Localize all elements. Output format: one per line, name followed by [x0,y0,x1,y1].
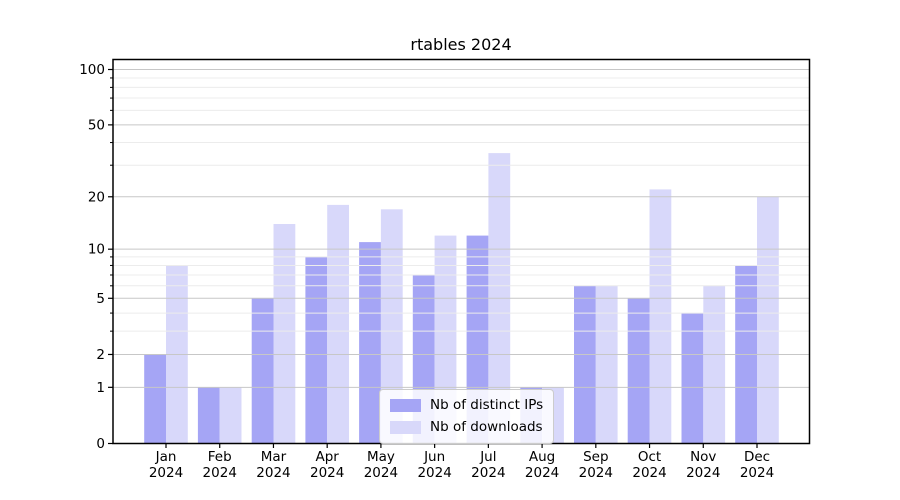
x-axis-tick-label-month: Jul [479,449,496,465]
legend: Nb of distinct IPs Nb of downloads [379,389,555,444]
bar-downloads-sep [595,285,618,444]
y-axis-tick-label: 1 [96,380,105,396]
x-axis-tick-label-year: 2024 [364,465,398,481]
y-axis-tick-label: 5 [96,291,105,307]
legend-item-downloads: Nb of downloads [390,419,543,435]
bar-downloads-oct [649,189,672,444]
bar-distinct-ips-nov [681,313,704,444]
y-axis-tick-label: 0 [96,436,105,452]
y-axis-tick-label: 20 [88,189,105,205]
bar-distinct-ips-sep [574,285,596,444]
x-axis-tick-label-year: 2024 [471,465,505,481]
x-axis-tick-label-month: Feb [208,449,232,465]
x-axis-tick-label-year: 2024 [203,465,237,481]
x-axis-tick-label-year: 2024 [149,465,183,481]
bar-downloads-may [380,209,403,444]
bar-downloads-dec [757,196,779,444]
y-axis-tick-label: 2 [96,347,105,363]
bar-distinct-ips-feb [197,387,220,444]
bar-distinct-ips-may [359,242,381,444]
bar-distinct-ips-oct [627,298,650,444]
x-axis-tick-label-month: Aug [529,449,555,465]
x-axis-tick-label-year: 2024 [310,465,344,481]
x-axis-tick-label-month: Nov [690,449,716,465]
legend-label-downloads: Nb of downloads [430,419,543,435]
bar-downloads-nov [703,285,726,444]
x-axis-tick-label-year: 2024 [417,465,451,481]
x-axis-tick-label-year: 2024 [686,465,720,481]
legend-swatch-distinct-ips [390,398,421,412]
legend-label-distinct-ips: Nb of distinct IPs [430,397,544,413]
x-axis-tick-label-year: 2024 [632,465,666,481]
x-axis-tick-label-month: Jun [423,449,445,465]
x-axis-tick-label-month: Apr [316,449,340,465]
x-axis-tick-label-year: 2024 [525,465,559,481]
y-axis-tick-label: 100 [79,62,105,78]
y-axis-tick-label: 10 [88,242,105,258]
legend-swatch-downloads [390,420,421,434]
x-axis-tick-label-year: 2024 [740,465,774,481]
x-axis-tick-label-month: Jan [155,449,177,465]
x-axis-tick-label-month: May [367,449,395,465]
bar-distinct-ips-apr [305,256,328,444]
bar-downloads-apr [327,204,349,444]
bar-distinct-ips-jan [144,354,166,444]
x-axis-tick-label-year: 2024 [579,465,613,481]
chart-title: rtables 2024 [410,35,512,54]
x-axis-tick-label-month: Oct [638,449,661,465]
bar-downloads-mar [273,224,296,444]
x-axis-tick-label-month: Mar [261,449,287,465]
y-axis-tick-label: 50 [88,117,105,133]
bar-downloads-feb [219,387,242,444]
legend-item-distinct-ips: Nb of distinct IPs [390,397,543,413]
bar-distinct-ips-mar [251,298,274,444]
x-axis-tick-label-month: Dec [744,449,770,465]
x-axis-tick-label-year: 2024 [256,465,290,481]
x-axis-tick-label-month: Sep [583,449,608,465]
